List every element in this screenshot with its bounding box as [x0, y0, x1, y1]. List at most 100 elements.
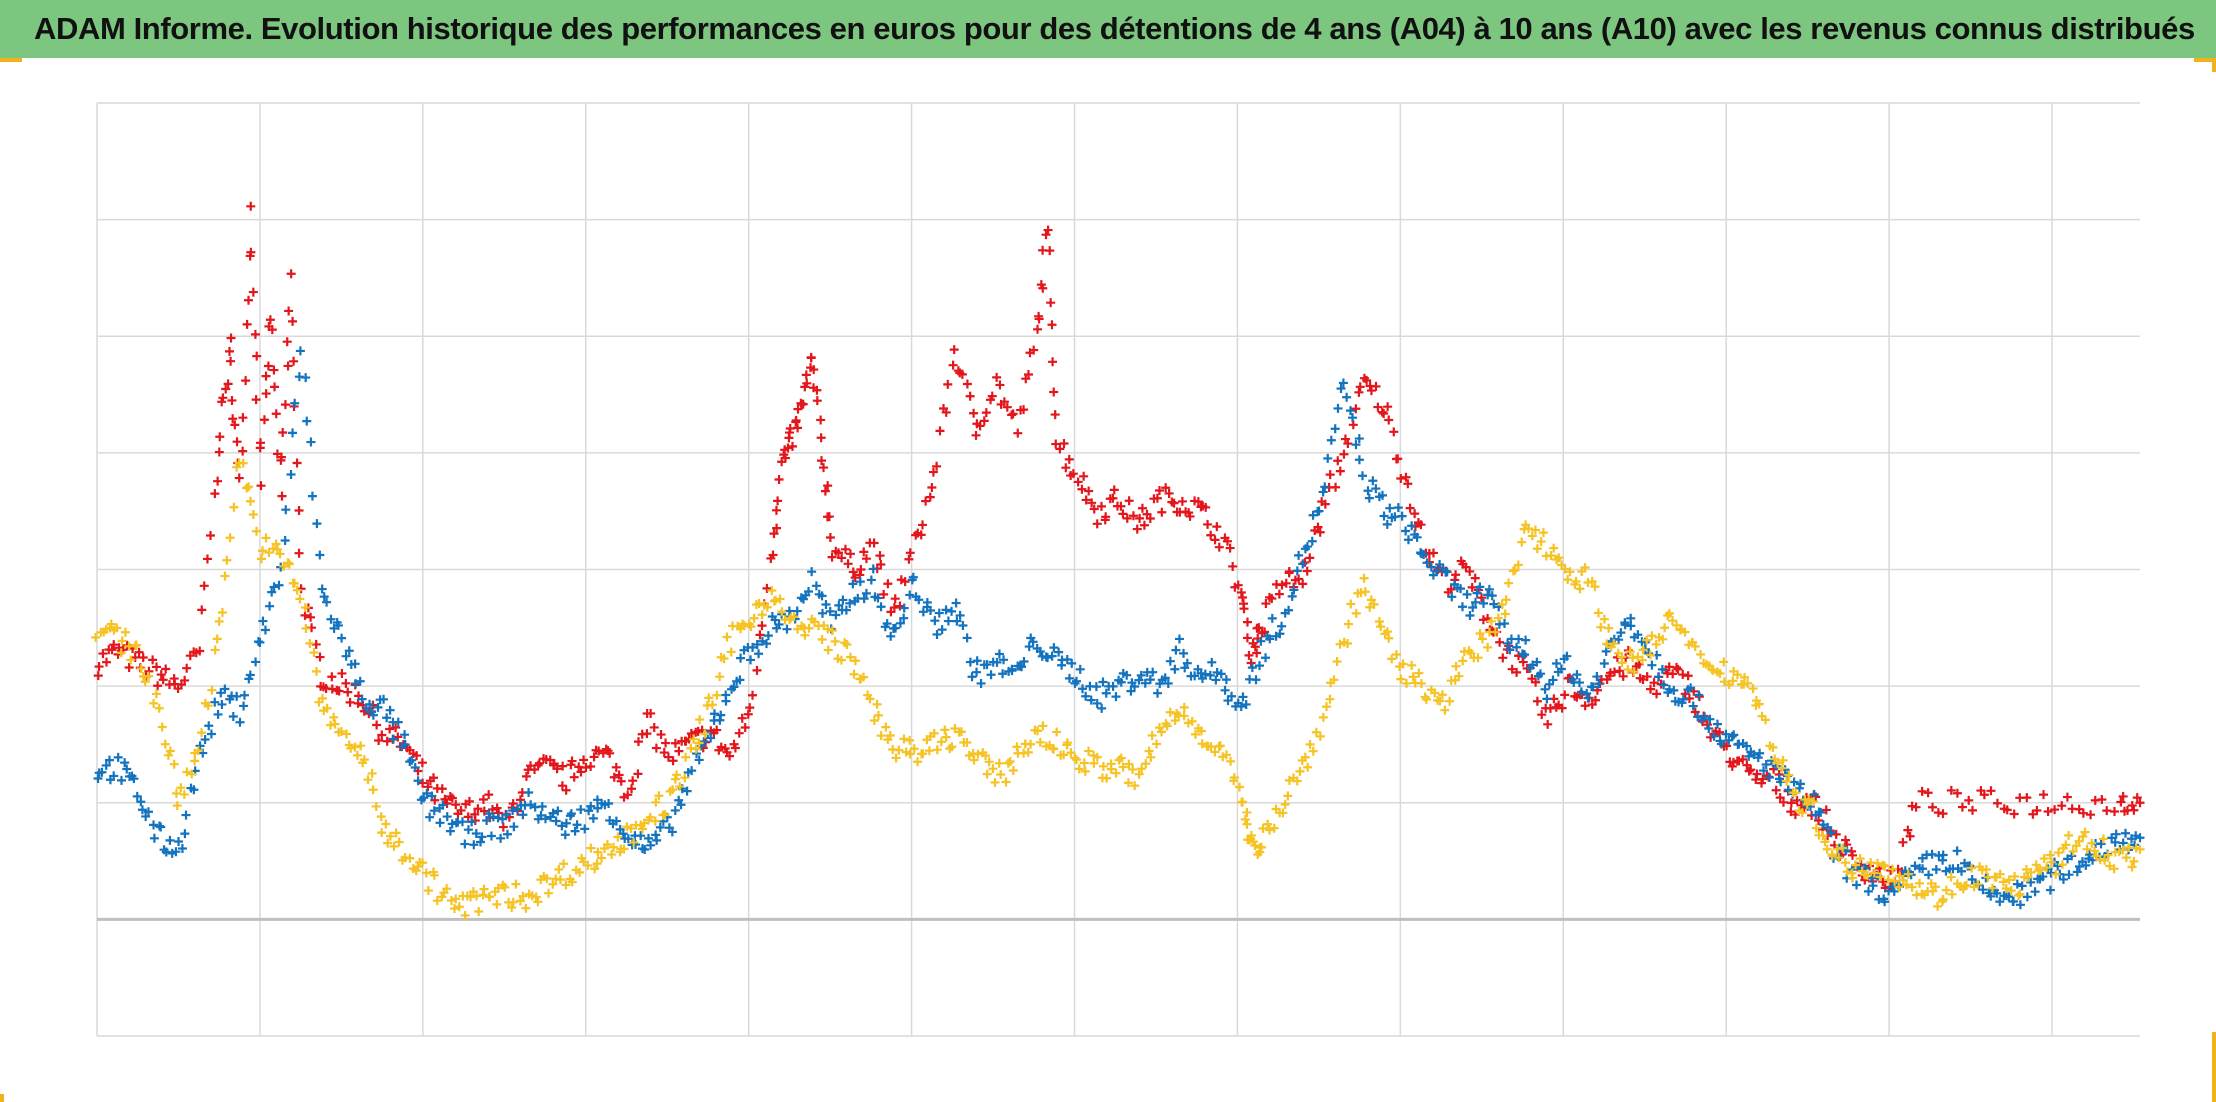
- data-point: [1360, 587, 1370, 597]
- data-point: [418, 858, 428, 868]
- data-point: [1742, 760, 1752, 770]
- data-point: [1456, 584, 1466, 594]
- data-point: [1169, 498, 1179, 508]
- data-point: [663, 752, 673, 762]
- data-point: [1277, 621, 1287, 631]
- data-point: [990, 777, 1000, 787]
- data-point: [1089, 504, 1099, 514]
- data-point: [1165, 656, 1175, 666]
- data-point: [223, 379, 233, 389]
- data-point: [189, 785, 199, 795]
- data-point: [1740, 672, 1750, 682]
- data-point: [326, 720, 336, 730]
- data-point: [269, 365, 279, 375]
- data-point: [202, 554, 212, 564]
- data-point: [174, 836, 184, 846]
- data-point: [1560, 690, 1570, 700]
- data-point: [1238, 692, 1248, 702]
- data-point: [2045, 850, 2055, 860]
- data-point: [1226, 756, 1236, 766]
- data-point: [926, 606, 936, 616]
- data-point: [807, 567, 817, 577]
- data-point: [2036, 865, 2046, 875]
- data-point: [1818, 831, 1828, 841]
- data-point: [899, 613, 909, 623]
- data-point: [244, 295, 254, 305]
- data-point: [602, 839, 612, 849]
- data-point: [207, 685, 217, 695]
- data-point: [1146, 752, 1156, 762]
- data-point: [1998, 877, 2008, 887]
- data-point: [1322, 702, 1332, 712]
- data-point: [350, 742, 360, 752]
- data-point: [1070, 753, 1080, 763]
- data-point: [473, 804, 483, 814]
- data-point: [1355, 382, 1365, 392]
- data-point: [228, 414, 238, 424]
- data-point: [746, 622, 756, 632]
- data-point: [1928, 802, 1938, 812]
- data-point: [633, 737, 643, 747]
- data-point: [241, 376, 251, 386]
- data-point: [548, 808, 558, 818]
- data-point: [238, 458, 248, 468]
- data-point: [1649, 678, 1659, 688]
- data-point: [1081, 495, 1091, 505]
- data-point: [643, 833, 653, 843]
- data-point: [1478, 634, 1488, 644]
- data-point: [1761, 759, 1771, 769]
- data-point: [1123, 778, 1133, 788]
- data-point: [1886, 865, 1896, 875]
- data-point: [940, 725, 950, 735]
- data-point: [391, 723, 401, 733]
- data-point: [232, 691, 242, 701]
- data-point: [322, 703, 332, 713]
- data-point: [2074, 862, 2084, 872]
- data-point: [1690, 641, 1700, 651]
- data-point: [2030, 887, 2040, 897]
- data-point: [1043, 225, 1053, 235]
- data-point: [816, 456, 826, 466]
- data-point: [1905, 831, 1915, 841]
- data-point: [952, 616, 962, 626]
- data-point: [1442, 567, 1452, 577]
- data-point: [132, 791, 142, 801]
- data-point: [833, 548, 843, 558]
- data-point: [1705, 714, 1715, 724]
- data-point: [149, 820, 159, 830]
- data-point: [1205, 670, 1215, 680]
- data-point: [467, 817, 477, 827]
- data-point: [626, 823, 636, 833]
- data-point: [226, 333, 236, 343]
- data-point: [947, 742, 957, 752]
- data-point: [1416, 520, 1426, 530]
- data-point: [1212, 668, 1222, 678]
- data-point: [2053, 861, 2063, 871]
- data-point: [1531, 677, 1541, 687]
- data-point: [1185, 511, 1195, 521]
- data-point: [817, 635, 827, 645]
- data-point: [775, 594, 785, 604]
- data-point: [446, 896, 456, 906]
- data-point: [1366, 595, 1376, 605]
- data-point: [1263, 819, 1273, 829]
- data-point: [280, 400, 290, 410]
- data-point: [1743, 678, 1753, 688]
- data-point: [768, 550, 778, 560]
- data-point: [1329, 675, 1339, 685]
- data-point: [301, 623, 311, 633]
- data-point: [276, 452, 286, 462]
- data-point: [160, 739, 170, 749]
- data-point: [1325, 694, 1335, 704]
- data-point: [797, 400, 807, 410]
- data-point: [1669, 685, 1679, 695]
- data-point: [611, 816, 621, 826]
- data-point: [1629, 667, 1639, 677]
- data-point: [1207, 657, 1217, 667]
- data-point: [557, 781, 567, 791]
- data-point: [1478, 598, 1488, 608]
- data-point: [246, 496, 256, 506]
- data-point: [586, 762, 596, 772]
- data-point: [1267, 594, 1277, 604]
- data-point: [981, 408, 991, 418]
